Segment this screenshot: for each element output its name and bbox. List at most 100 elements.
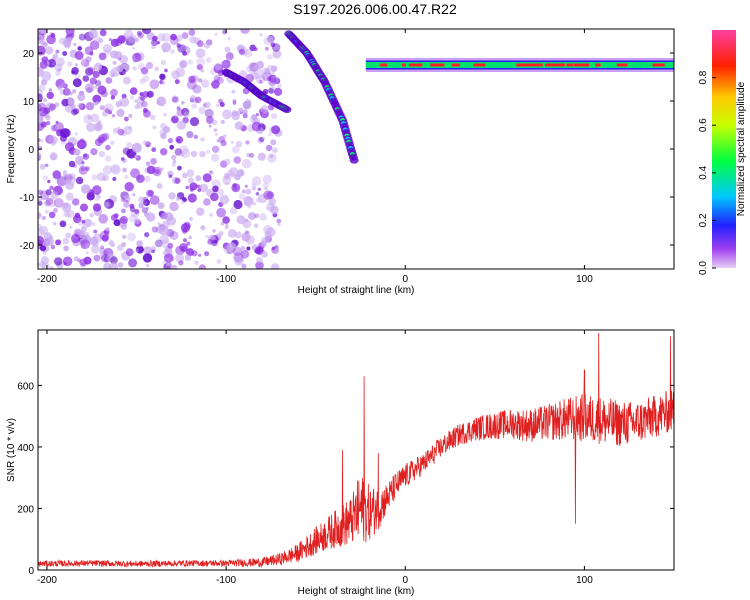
noise-blob <box>151 44 156 50</box>
noise-blob <box>53 207 58 213</box>
noise-blob <box>240 245 246 252</box>
noise-blob <box>262 71 272 82</box>
tone-core <box>652 63 665 67</box>
noise-blob <box>110 95 116 100</box>
noise-blob <box>140 95 146 101</box>
noise-blob <box>97 37 104 44</box>
y-tick-label: 10 <box>23 97 35 108</box>
noise-blob <box>169 36 179 45</box>
noise-blob <box>78 165 88 175</box>
noise-blob <box>146 165 156 175</box>
noise-blob <box>132 52 142 63</box>
noise-blob <box>163 112 168 117</box>
noise-blob <box>213 128 218 132</box>
noise-blob <box>82 75 90 82</box>
noise-blob <box>108 262 119 269</box>
noise-blob <box>41 216 46 220</box>
noise-blob <box>268 88 274 94</box>
noise-blob <box>87 115 92 120</box>
noise-blob <box>64 142 75 152</box>
noise-blob <box>89 212 94 218</box>
noise-blob <box>147 92 153 97</box>
noise-blob <box>149 195 160 206</box>
noise-blob <box>110 140 115 146</box>
tone-core <box>401 63 406 67</box>
noise-blob <box>207 238 214 245</box>
noise-blob <box>38 212 42 219</box>
noise-blob <box>188 235 192 240</box>
spectrogram-y-ticks: -20 -10 0 10 20 <box>20 49 674 252</box>
noise-blob <box>195 48 206 58</box>
tone-core <box>537 63 543 67</box>
noise-blob <box>98 133 108 143</box>
noise-blob <box>244 196 254 207</box>
noise-blob <box>141 100 148 108</box>
noise-blob <box>75 176 84 185</box>
noise-blob <box>234 231 242 239</box>
noise-blob <box>247 99 252 105</box>
noise-blob <box>188 75 196 84</box>
noise-blob <box>242 109 248 115</box>
noise-blob <box>120 208 125 213</box>
noise-blob <box>255 192 260 196</box>
noise-blob <box>198 264 207 269</box>
noise-blob <box>64 178 71 185</box>
noise-blob <box>194 260 199 266</box>
noise-blob <box>77 159 85 167</box>
noise-blob <box>78 33 86 41</box>
noise-blob <box>110 214 118 221</box>
noise-blob <box>55 70 61 76</box>
noise-blob <box>260 240 267 247</box>
noise-blob <box>38 153 42 160</box>
noise-blob <box>187 59 194 65</box>
noise-blob <box>45 189 52 196</box>
noise-blob <box>128 258 138 268</box>
noise-blob <box>139 92 144 97</box>
noise-blob <box>98 214 108 224</box>
colorbar-tick-label: 0.8 <box>698 70 709 84</box>
noise-blob <box>224 158 231 165</box>
noise-blob <box>148 142 152 146</box>
noise-blob <box>38 34 45 44</box>
y-tick-label: -10 <box>20 193 35 204</box>
noise-blob <box>45 134 55 144</box>
tone-core <box>523 63 532 67</box>
tone-core <box>451 63 460 67</box>
noise-blob <box>189 117 200 127</box>
noise-blob <box>67 98 75 106</box>
noise-blob <box>63 202 69 209</box>
noise-blob <box>266 35 275 43</box>
noise-blob <box>68 160 76 168</box>
noise-blob <box>258 193 268 204</box>
noise-blob <box>256 60 264 69</box>
colorbar-tick-label: 0.6 <box>698 118 709 132</box>
noise-blob <box>268 74 277 83</box>
noise-blob <box>89 77 97 85</box>
noise-blob <box>182 172 188 179</box>
noise-blob <box>86 122 96 132</box>
noise-blob <box>271 65 278 72</box>
noise-blob <box>188 29 196 36</box>
y-tick-label: 600 <box>17 381 34 392</box>
noise-blob <box>61 82 67 88</box>
noise-blob <box>255 74 266 85</box>
noise-blob <box>222 109 232 120</box>
noise-blob <box>271 113 278 120</box>
x-tick-label: -200 <box>37 575 57 586</box>
noise-blob <box>142 140 148 146</box>
noise-blob <box>159 73 166 81</box>
noise-blob <box>214 132 219 136</box>
y-tick-label: 400 <box>17 443 34 454</box>
noise-blob <box>40 121 47 128</box>
tone-core <box>408 63 423 67</box>
noise-blob <box>121 208 126 214</box>
noise-blob <box>40 30 44 34</box>
noise-blob <box>225 223 229 227</box>
noise-blob <box>99 105 105 111</box>
noise-blob <box>229 246 236 254</box>
noise-blob <box>97 64 103 69</box>
noise-blob <box>39 245 47 252</box>
snr-y-label: SNR (10 * v/v) <box>6 418 17 482</box>
noise-blob <box>263 36 272 46</box>
noise-blob <box>38 84 46 92</box>
